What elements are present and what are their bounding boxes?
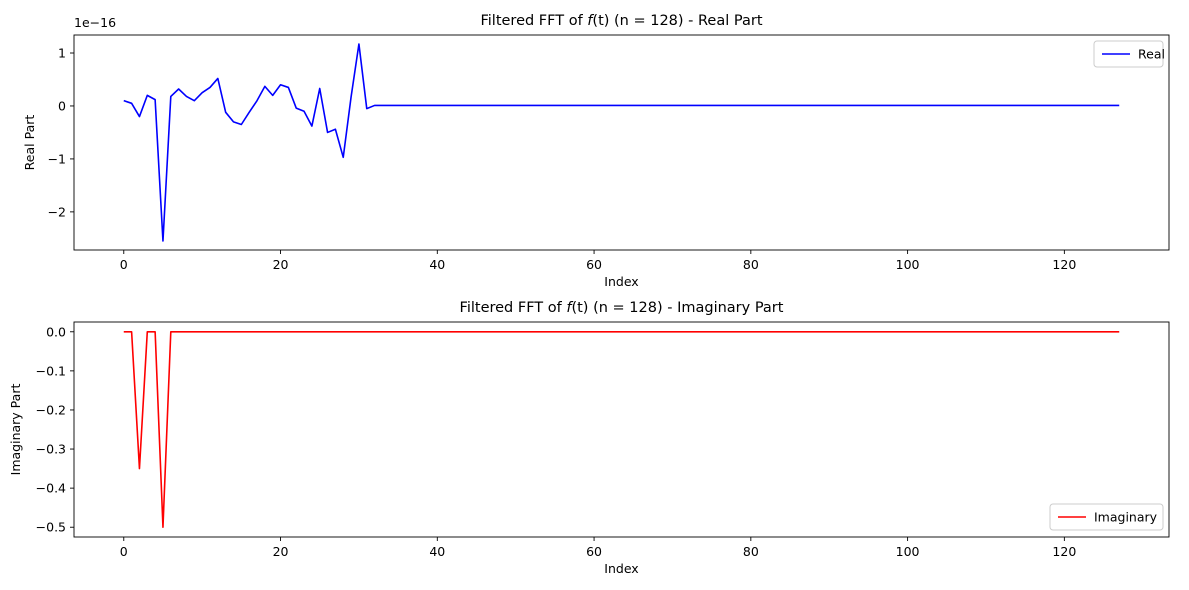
real-x-tick-label: 60 bbox=[586, 257, 602, 272]
imag-y-tick-label: −0.2 bbox=[36, 402, 66, 417]
real-x-tick-label: 20 bbox=[273, 257, 289, 272]
imag-y-tick-label: −0.3 bbox=[36, 442, 66, 457]
imag-x-tick-label: 60 bbox=[586, 544, 602, 559]
real-plot-frame bbox=[73, 34, 1170, 251]
real-x-axis-label: Index bbox=[604, 274, 638, 289]
real-x-tick-label: 120 bbox=[1052, 257, 1076, 272]
imag-x-tick-label: 120 bbox=[1052, 544, 1076, 559]
imag-x-tick-label: 20 bbox=[273, 544, 289, 559]
imag-legend-box bbox=[1049, 503, 1164, 531]
real-x-tick-label: 100 bbox=[896, 257, 920, 272]
imag-x-tick-label: 100 bbox=[896, 544, 920, 559]
real-x-tick-label: 80 bbox=[743, 257, 759, 272]
imag-legend-label: Imaginary bbox=[1094, 510, 1158, 525]
imag-x-tick-label: 0 bbox=[120, 544, 128, 559]
imag-y-tick-label: −0.4 bbox=[36, 481, 66, 496]
imag-series-line bbox=[123, 330, 1120, 529]
real-y-tick-label: −2 bbox=[48, 204, 66, 219]
imag-y-tick-label: −0.1 bbox=[36, 363, 66, 378]
imag-chart-title: Filtered FFT of f(t) (n = 128) - Imagina… bbox=[460, 300, 784, 316]
imag-y-tick-label: −0.5 bbox=[36, 520, 66, 535]
imag-y-axis-label: Imaginary Part bbox=[8, 384, 23, 476]
real-series-line bbox=[123, 43, 1120, 242]
real-y-axis-label: Real Part bbox=[22, 115, 37, 171]
real-x-tick-label: 40 bbox=[429, 257, 445, 272]
real-legend: Real bbox=[1093, 40, 1165, 68]
real-chart-title: Filtered FFT of f(t) (n = 128) - Real Pa… bbox=[480, 13, 762, 29]
real-legend-label: Real bbox=[1138, 47, 1165, 62]
real-x-tick-label: 0 bbox=[120, 257, 128, 272]
imag-x-tick-label: 80 bbox=[743, 544, 759, 559]
imag-legend: Imaginary bbox=[1049, 503, 1164, 531]
real-y-tick-label: 0 bbox=[58, 98, 66, 113]
real-y-tick-label: 1 bbox=[58, 46, 66, 61]
imag-x-axis-label: Index bbox=[604, 561, 638, 576]
real-y-tick-label: −1 bbox=[48, 151, 66, 166]
imag-y-tick-label: 0.0 bbox=[46, 324, 66, 339]
real-chart: Filtered FFT of f(t) (n = 128) - Real Pa… bbox=[22, 13, 1170, 289]
imag-chart: Filtered FFT of f(t) (n = 128) - Imagina… bbox=[8, 300, 1170, 576]
real-offset-text: 1e−16 bbox=[74, 15, 116, 30]
imag-x-tick-label: 40 bbox=[429, 544, 445, 559]
imag-plot-frame bbox=[73, 321, 1170, 538]
